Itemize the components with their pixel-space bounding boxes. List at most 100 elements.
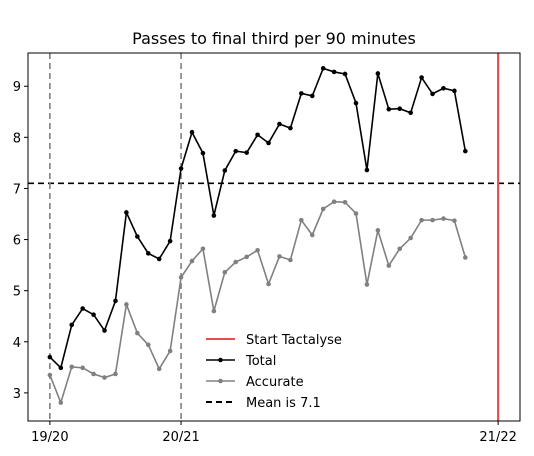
- accurate-point: [189, 258, 195, 264]
- accurate-point: [331, 199, 337, 205]
- plot-area: 3 4 5 6 7 8 9 19/20 20/21 21/22: [13, 52, 521, 445]
- total-point: [91, 312, 96, 317]
- total-point: [102, 328, 107, 333]
- total-point: [244, 150, 249, 155]
- accurate-point: [58, 400, 64, 405]
- accurate-point: [244, 254, 249, 260]
- accurate-point: [255, 247, 260, 253]
- y-tick-label: 9: [13, 80, 21, 95]
- total-point: [353, 100, 359, 106]
- accurate-point: [353, 211, 359, 216]
- total-point: [419, 75, 424, 80]
- y-tick-label: 7: [13, 182, 21, 197]
- x-tick-label: 19/20: [31, 430, 68, 445]
- accurate-point: [288, 257, 293, 263]
- accurate-point: [430, 217, 435, 223]
- accurate-point: [397, 246, 403, 252]
- legend-marker-accurate: [218, 378, 223, 384]
- total-point: [189, 129, 195, 135]
- total-point: [288, 125, 293, 131]
- accurate-point: [200, 246, 206, 252]
- total-point: [156, 256, 162, 262]
- accurate-point: [91, 371, 96, 377]
- chart-title: Passes to final third per 90 minutes: [132, 29, 416, 48]
- legend: Start Tactalyse Total Accurate Mean is 7.1: [206, 333, 342, 411]
- total-point: [200, 150, 206, 156]
- accurate-point: [145, 342, 151, 348]
- total-point: [364, 167, 370, 173]
- total-point: [397, 106, 403, 112]
- accurate-point: [156, 366, 162, 372]
- total-point: [80, 306, 85, 311]
- accurate-point: [178, 275, 184, 280]
- total-point: [331, 69, 337, 75]
- accurate-point: [342, 199, 348, 205]
- legend-label-mean-is-7-1: Mean is 7.1: [246, 396, 321, 411]
- accurate-point: [408, 235, 413, 241]
- legend-label-start-tactalyse: Start Tactalyse: [246, 333, 342, 348]
- legend-marker-total: [218, 357, 223, 363]
- total-point: [441, 85, 446, 91]
- y-tick-label: 6: [13, 234, 21, 249]
- x-tick-label: 21/22: [479, 430, 516, 445]
- accurate-point: [277, 254, 282, 259]
- accurate-point: [309, 232, 315, 238]
- total-point: [145, 251, 151, 256]
- total-point: [47, 354, 53, 360]
- accurate-point: [364, 282, 370, 287]
- total-point: [277, 121, 282, 127]
- accurate-point: [463, 255, 468, 260]
- total-point: [375, 71, 381, 76]
- total-series-line: [49, 67, 467, 370]
- accurate-point: [113, 371, 118, 377]
- plot-frame: [27, 52, 521, 422]
- total-point: [124, 210, 129, 215]
- total-point: [386, 106, 392, 112]
- accurate-point: [102, 375, 107, 380]
- total-point: [309, 93, 315, 99]
- y-tick-label: 8: [13, 131, 21, 146]
- total-point: [299, 91, 304, 96]
- total-point: [342, 71, 348, 77]
- accurate-point: [386, 263, 392, 268]
- accurate-point: [222, 269, 228, 275]
- accurate-point: [124, 302, 129, 307]
- total-point: [463, 148, 468, 154]
- total-point: [113, 298, 118, 304]
- total-point: [266, 140, 271, 146]
- accurate-series-line: [49, 200, 467, 406]
- y-tick-label: 5: [13, 285, 21, 300]
- accurate-point: [211, 308, 217, 314]
- total-point: [255, 132, 260, 138]
- accurate-point: [452, 218, 457, 223]
- accurate-point: [375, 228, 381, 233]
- accurate-point: [299, 217, 304, 223]
- total-point: [211, 213, 217, 218]
- total-point: [167, 238, 173, 244]
- accurate-point: [47, 372, 53, 378]
- accurate-point: [320, 206, 326, 212]
- total-point: [135, 234, 140, 239]
- y-tick-label: 3: [13, 387, 21, 402]
- accurate-point: [441, 216, 446, 221]
- total-point: [320, 66, 326, 71]
- legend-label-accurate: Accurate: [246, 375, 304, 390]
- accurate-point: [80, 365, 85, 371]
- total-point: [178, 166, 184, 171]
- accurate-point: [69, 364, 75, 370]
- x-tick-label: 20/21: [162, 430, 199, 445]
- total-point: [58, 365, 64, 371]
- total-point: [408, 110, 413, 116]
- accurate-point: [266, 281, 271, 287]
- total-point: [430, 91, 435, 97]
- total-point: [452, 88, 457, 94]
- accurate-point: [233, 259, 239, 265]
- y-tick-label: 4: [13, 336, 21, 351]
- total-point: [233, 148, 239, 154]
- accurate-point: [419, 217, 424, 223]
- total-point: [222, 168, 228, 173]
- accurate-point: [135, 330, 140, 336]
- total-point: [69, 322, 75, 328]
- legend-label-total: Total: [245, 354, 276, 369]
